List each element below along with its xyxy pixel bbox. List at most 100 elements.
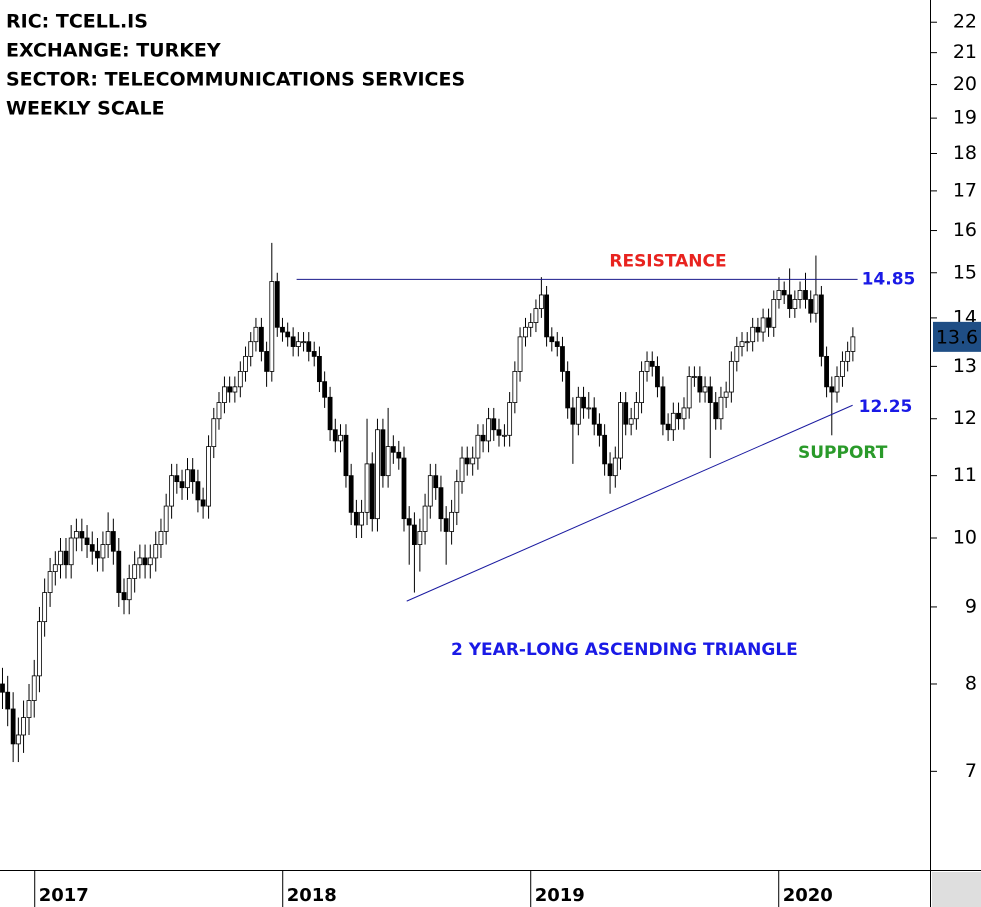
candle-body bbox=[327, 396, 333, 431]
candle-body bbox=[491, 418, 497, 431]
candle-body bbox=[549, 336, 555, 343]
candle-body bbox=[253, 326, 259, 343]
candle-body bbox=[21, 717, 26, 736]
candle-body bbox=[443, 518, 449, 532]
candle-body bbox=[116, 550, 122, 593]
candle-body bbox=[301, 341, 306, 344]
y-tick-label: 8 bbox=[965, 672, 977, 694]
candle-body bbox=[37, 621, 42, 677]
title-line: WEEKLY SCALE bbox=[6, 98, 165, 120]
candle-body bbox=[470, 457, 476, 465]
candle-body bbox=[533, 308, 539, 323]
candle-body bbox=[42, 592, 48, 623]
y-tick-label: 22 bbox=[953, 11, 977, 33]
candle-body bbox=[306, 341, 312, 352]
support-label: SUPPORT bbox=[798, 443, 888, 463]
candle-body bbox=[649, 360, 655, 367]
y-tick-label: 16 bbox=[953, 219, 977, 241]
candle-body bbox=[95, 550, 100, 559]
candle-body bbox=[612, 457, 618, 477]
candle-body bbox=[707, 386, 713, 403]
candle-body bbox=[528, 322, 534, 328]
candle-body bbox=[502, 434, 507, 437]
candle-body bbox=[264, 351, 270, 372]
candle-body bbox=[792, 299, 798, 310]
candle-body bbox=[190, 469, 196, 483]
candle-body bbox=[26, 700, 32, 718]
candle-body bbox=[258, 326, 264, 352]
candle-body bbox=[845, 351, 851, 362]
candle-body bbox=[216, 402, 222, 420]
candle-body bbox=[385, 446, 391, 477]
y-tick-label: 13 bbox=[953, 355, 977, 377]
pattern-label: 2 YEAR-LONG ASCENDING TRIANGLE bbox=[451, 640, 798, 660]
y-tick-label: 15 bbox=[953, 261, 977, 283]
candle-body bbox=[665, 423, 671, 431]
candle-body bbox=[464, 457, 470, 465]
candle-body bbox=[496, 429, 502, 436]
candle-body bbox=[459, 457, 465, 483]
candle-body bbox=[776, 290, 782, 300]
candle-body bbox=[486, 418, 491, 442]
candle-body bbox=[787, 294, 793, 310]
candle-body bbox=[412, 524, 417, 545]
candle-body bbox=[602, 434, 608, 465]
candle-body bbox=[280, 326, 285, 333]
candle-body bbox=[813, 294, 819, 314]
candle-body bbox=[808, 299, 814, 314]
candle-body bbox=[565, 371, 571, 409]
candle-body bbox=[58, 550, 63, 566]
candle-body bbox=[269, 281, 275, 372]
candle-body bbox=[544, 294, 549, 338]
candle-body bbox=[200, 499, 206, 507]
last-price-box bbox=[933, 321, 981, 352]
title-line: EXCHANGE: TURKEY bbox=[6, 40, 221, 62]
candle-body bbox=[438, 487, 444, 520]
candle-body bbox=[728, 360, 734, 393]
title-line: RIC: TCELL.IS bbox=[6, 11, 148, 33]
candle-body bbox=[100, 544, 106, 559]
candle-body bbox=[158, 531, 164, 545]
candle-body bbox=[322, 381, 328, 398]
y-tick-label: 10 bbox=[953, 527, 977, 549]
candle-body bbox=[744, 341, 750, 344]
candle-body bbox=[211, 418, 217, 447]
candle-body bbox=[734, 346, 740, 362]
y-tick-label: 7 bbox=[965, 760, 977, 782]
candle-body bbox=[554, 341, 560, 347]
candle-body bbox=[147, 557, 153, 566]
candle-body bbox=[0, 683, 5, 693]
candle-body bbox=[396, 451, 402, 459]
candle-body bbox=[295, 341, 301, 347]
candle-body bbox=[507, 402, 513, 436]
candle-body bbox=[824, 355, 829, 388]
y-tick-label: 11 bbox=[953, 464, 977, 486]
x-tick-label: 2020 bbox=[783, 885, 833, 906]
candle-body bbox=[581, 396, 586, 409]
candle-body bbox=[332, 429, 338, 442]
candle-body bbox=[105, 531, 111, 545]
candle-body bbox=[797, 290, 803, 300]
x-tick-label: 2018 bbox=[287, 885, 337, 906]
candle-body bbox=[375, 429, 380, 520]
candle-body bbox=[670, 412, 676, 431]
candle-body bbox=[417, 531, 423, 545]
candle-body bbox=[390, 446, 396, 453]
candle-body bbox=[227, 386, 233, 393]
candle-body bbox=[179, 481, 185, 489]
candle-body bbox=[433, 475, 439, 489]
candle-body bbox=[222, 386, 227, 403]
candle-body bbox=[243, 355, 248, 372]
candle-body bbox=[237, 371, 243, 388]
candle-body bbox=[126, 578, 132, 601]
y-tick-label: 12 bbox=[953, 407, 977, 429]
candle-body bbox=[713, 402, 719, 420]
candle-body bbox=[681, 407, 687, 420]
y-tick-label: 19 bbox=[953, 107, 977, 129]
candle-body bbox=[206, 446, 211, 507]
y-tick-label: 20 bbox=[953, 73, 977, 95]
candle-body bbox=[739, 341, 745, 347]
candle-body bbox=[829, 386, 835, 393]
